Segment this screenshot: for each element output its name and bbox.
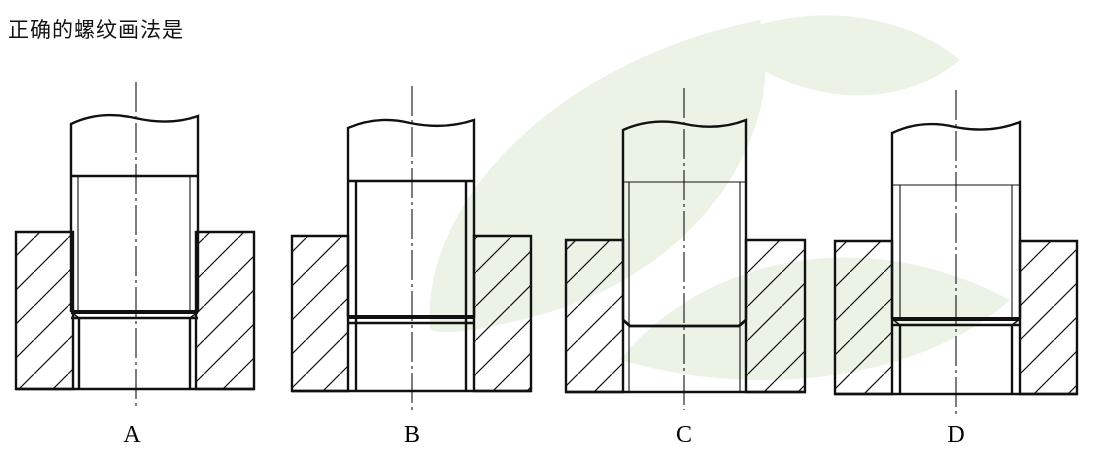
option-label-d[interactable]: D	[947, 422, 965, 448]
question-text: 正确的螺纹画法是	[8, 18, 184, 42]
option-label-a[interactable]: A	[123, 422, 141, 448]
block-left-d	[833, 239, 894, 396]
bolt-head-d	[890, 120, 1022, 185]
block-right-d	[1018, 239, 1079, 396]
bolt-head-c	[621, 118, 748, 182]
block-left-a	[14, 230, 75, 391]
block-right-a	[194, 230, 256, 391]
drawing-a	[14, 82, 256, 410]
option-label-c[interactable]: C	[675, 422, 692, 448]
block-right-b	[472, 234, 533, 393]
block-left-c	[564, 238, 625, 394]
drawing-b	[290, 86, 533, 410]
option-label-b[interactable]: B	[403, 422, 420, 448]
drawing-d	[833, 90, 1079, 416]
drawing-c	[564, 88, 807, 410]
bolt-head-b	[346, 118, 476, 181]
block-left-b	[290, 234, 350, 393]
bolt-head-a	[69, 113, 200, 176]
block-right-c	[744, 238, 807, 394]
